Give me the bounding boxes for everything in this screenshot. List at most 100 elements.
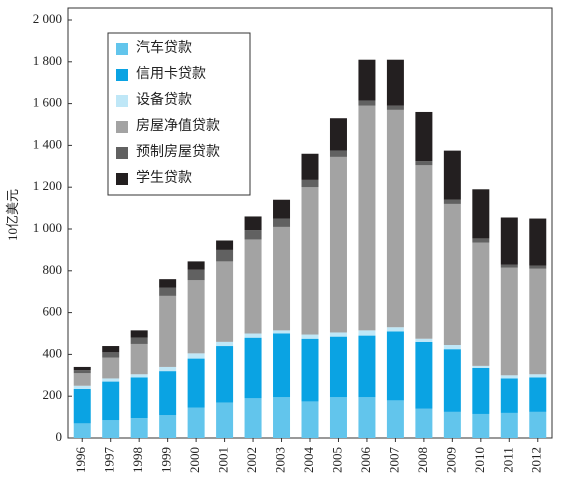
x-tick-label: 2009 [443,447,458,473]
y-tick-label: 1 200 [33,178,62,193]
bar-segment [73,373,91,386]
bar-segment [472,242,490,366]
bar-segment [130,374,148,378]
bar-segment [273,397,291,438]
bar-segment [130,337,148,344]
y-tick-label: 1 600 [33,95,62,110]
bar-segment [73,388,91,424]
bar-segment [329,156,347,333]
bar-segment [187,358,205,408]
x-tick-label: 2011 [500,447,515,473]
bar-segment [358,330,376,336]
legend-swatch [116,147,128,159]
bar-segment [301,179,319,188]
x-tick-label: 2002 [244,447,259,473]
bar-segment [244,337,262,399]
y-tick-label: 400 [43,345,63,360]
legend-label: 汽车贷款 [136,39,192,56]
bar-segment [329,332,347,337]
x-tick-label: 1999 [159,447,174,473]
x-tick-label: 2006 [358,447,373,474]
bar-segment [529,377,547,412]
bar-segment [159,295,177,367]
bar-segment [73,385,91,389]
bar-segment [273,333,291,398]
bar-segment [73,423,91,438]
bar-segment [216,249,234,262]
bar-segment [187,353,205,359]
legend-label: 预制房屋贷款 [136,144,220,160]
bar-segment [216,341,234,347]
legend-box [107,32,251,196]
legend-label: 学生贷款 [136,170,192,186]
y-tick-label: 1 400 [33,136,62,151]
bar-segment [329,118,347,151]
bar-segment [472,413,490,438]
bar-segment [301,338,319,402]
bar-segment [216,261,234,342]
bar-segment [244,398,262,438]
y-axis-label: 10亿美元 [5,189,20,241]
bar-segment [500,264,518,268]
x-tick-label: 2000 [187,447,202,473]
bar-segment [329,336,347,398]
bar-segment [159,366,177,372]
bar-segment [529,265,547,269]
bar-segment [472,238,490,243]
bar-segment [358,100,376,106]
bar-segment [130,418,148,438]
x-tick-label: 1996 [73,447,88,474]
bar-segment [130,377,148,419]
x-tick-label: 2007 [386,447,401,474]
bar-segment [301,334,319,339]
bar-segment [159,279,177,288]
bar-segment [472,189,490,239]
legend-label: 设备贷款 [136,91,192,108]
bar-segment [301,401,319,438]
bar-segment [187,261,205,270]
y-tick-label: 0 [56,429,63,444]
x-tick-label: 2004 [301,447,316,474]
bar-segment [472,367,490,414]
bar-segment [529,411,547,438]
y-tick-label: 200 [43,387,63,402]
x-tick-label: 2001 [216,447,231,473]
bar-segment [244,333,262,338]
bar-segment [216,240,234,250]
bar-segment [102,420,120,438]
bar-segment [443,344,461,350]
bar-segment [386,400,404,438]
bar-segment [358,105,376,331]
bar-segment [244,216,262,231]
bar-segment [73,366,91,371]
bar-segment [102,352,120,358]
legend-label: 信用卡贷款 [136,66,206,82]
x-tick-label: 1998 [130,447,145,473]
bar-segment [329,150,347,157]
bar-segment [358,335,376,398]
bar-segment [187,280,205,354]
bar-segment [301,153,319,180]
y-tick-label: 1 800 [33,53,62,68]
bar-segment [529,268,547,375]
bar-segment [443,411,461,438]
bar-segment [500,267,518,376]
y-tick-label: 1 000 [33,220,62,235]
legend-swatch [116,95,128,107]
bar-segment [443,203,461,345]
x-tick-label: 2003 [273,447,288,473]
bar-segment [273,199,291,219]
bar-segment [500,412,518,438]
legend-swatch [116,69,128,81]
bar-segment [273,218,291,227]
bar-segment [130,343,148,375]
bar-segment [273,330,291,334]
bar-segment [443,199,461,204]
bar-segment [415,341,433,409]
bar-segment [73,370,91,374]
x-tick-label: 2012 [529,447,544,473]
bar-segment [244,230,262,240]
bar-segment [472,365,490,368]
bar-segment [358,59,376,101]
